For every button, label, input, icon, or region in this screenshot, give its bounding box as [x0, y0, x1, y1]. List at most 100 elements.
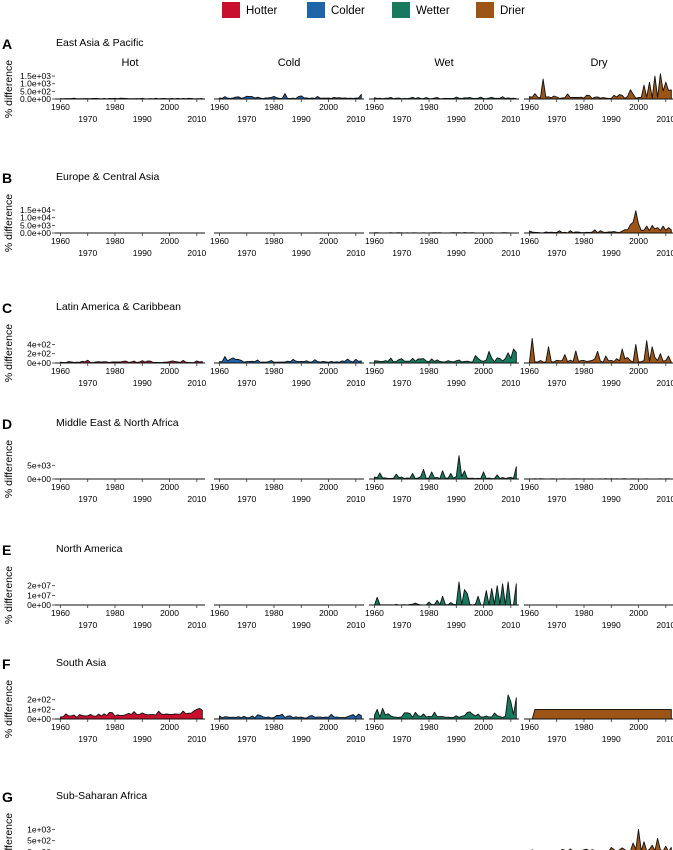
facet-hot: 1960 1980 2000 1970 1990 2010 — [51, 707, 207, 744]
y-tick-label: 1e+03 — [27, 824, 51, 834]
facet-dry: 1960 1980 2000 1970 1990 2010 — [520, 604, 673, 630]
panel-c: C Latin America & Caribbean % difference 0e… — [2, 300, 673, 388]
y-tick-label: 0e+00 — [27, 847, 51, 850]
x-tick-label: 1960 — [210, 722, 229, 732]
facet-cold: Cold 1960 1980 2000 1970 1990 2010 — [210, 57, 366, 124]
x-tick-label: 1970 — [78, 734, 97, 744]
x-tick-label: 1960 — [210, 482, 229, 492]
x-tick-label: 1970 — [547, 494, 566, 504]
y-tick-label: 1.0e+04 — [20, 213, 51, 223]
x-tick-label: 1980 — [575, 236, 594, 246]
x-tick-label: 1980 — [420, 236, 439, 246]
x-tick-label: 1960 — [520, 482, 539, 492]
x-tick-label: 1960 — [520, 366, 539, 376]
x-tick-label: 1970 — [547, 378, 566, 388]
x-tick-label: 2000 — [629, 366, 648, 376]
x-tick-label: 1980 — [265, 366, 284, 376]
x-tick-label: 1990 — [602, 494, 621, 504]
x-tick-label: 2010 — [501, 494, 520, 504]
region-title: North America — [56, 543, 123, 555]
x-tick-label: 1970 — [237, 620, 256, 630]
area-series-dry — [529, 73, 672, 100]
x-tick-label: 2010 — [656, 734, 673, 744]
x-tick-label: 1960 — [520, 102, 539, 112]
x-tick-label: 2000 — [629, 236, 648, 246]
x-tick-label: 1990 — [133, 494, 152, 504]
x-tick-label: 1960 — [51, 102, 70, 112]
area-series-cold — [219, 713, 362, 720]
x-tick-label: 2000 — [629, 608, 648, 618]
facet-wet: 1960 1980 2000 1970 1990 2010 — [365, 348, 521, 388]
x-axis: 1960 1980 2000 1970 1990 2010 — [365, 232, 521, 258]
x-tick-label: 1970 — [392, 734, 411, 744]
x-tick-label: 1970 — [237, 114, 256, 124]
x-tick-label: 1970 — [78, 378, 97, 388]
x-tick-label: 2010 — [187, 620, 206, 630]
x-tick-label: 2010 — [501, 378, 520, 388]
x-tick-label: 2010 — [656, 620, 673, 630]
facet-wet: Wet 1960 1980 2000 1970 1990 2010 — [365, 57, 521, 124]
y-axis-label: % difference — [3, 566, 15, 624]
x-tick-label: 2000 — [160, 608, 179, 618]
area-series-wet — [374, 694, 517, 720]
x-tick-label: 1970 — [237, 378, 256, 388]
panel-b: B Europe & Central Asia % difference 0.0e+0… — [2, 170, 673, 258]
x-tick-label: 1970 — [237, 734, 256, 744]
facet-wet: 1960 1980 2000 1970 1990 2010 — [365, 581, 521, 630]
x-tick-label: 2000 — [319, 366, 338, 376]
x-axis: 1960 1980 2000 1970 1990 2010 — [365, 362, 521, 388]
x-tick-label: 1960 — [210, 236, 229, 246]
x-tick-label: 1970 — [78, 620, 97, 630]
x-tick-label: 2000 — [474, 366, 493, 376]
x-tick-label: 1960 — [365, 236, 384, 246]
x-axis: 1960 1980 2000 1970 1990 2010 — [51, 604, 207, 630]
y-tick-label: 1e+07 — [27, 590, 51, 600]
area-series-wet — [374, 455, 517, 480]
y-tick-label: 2e+07 — [27, 581, 51, 591]
x-tick-label: 1960 — [51, 722, 70, 732]
x-tick-label: 1980 — [106, 236, 125, 246]
region-title: Latin America & Caribbean — [56, 301, 181, 313]
panel-e: E North America % difference 0e+001e+072e+0… — [2, 542, 673, 630]
x-tick-label: 2010 — [346, 378, 365, 388]
y-tick-label: 5.0e+03 — [20, 220, 51, 230]
x-tick-label: 2000 — [319, 482, 338, 492]
facet-dry: 1960 1980 2000 1970 1990 2010 — [520, 478, 673, 504]
y-axis: 0e+00 5e+03 — [27, 460, 55, 484]
x-tick-label: 2010 — [501, 734, 520, 744]
legend-swatch-wetter — [392, 2, 410, 18]
panel-a: A East Asia & Pacific % difference 0.0e+005… — [2, 36, 673, 124]
x-tick-label: 2010 — [501, 620, 520, 630]
x-axis: 1960 1980 2000 1970 1990 2010 — [51, 98, 207, 124]
y-tick-label: 1.0e+03 — [20, 79, 51, 89]
y-tick-label: 0.0e+00 — [20, 228, 51, 238]
x-tick-label: 1970 — [547, 114, 566, 124]
x-tick-label: 2000 — [319, 608, 338, 618]
x-tick-label: 1970 — [547, 734, 566, 744]
x-axis: 1960 1980 2000 1970 1990 2010 — [520, 604, 673, 630]
x-tick-label: 2010 — [656, 248, 673, 258]
x-tick-label: 2000 — [160, 102, 179, 112]
y-axis: 0.0e+005.0e+031.0e+041.5e+04 — [20, 205, 55, 238]
x-tick-label: 1980 — [575, 102, 594, 112]
legend-swatch-hotter — [222, 2, 240, 18]
area-series-cold — [219, 93, 362, 100]
x-tick-label: 1980 — [575, 482, 594, 492]
x-axis: 1960 1980 2000 1970 1990 2010 — [210, 362, 366, 388]
x-axis: 1960 1980 2000 1970 1990 2010 — [210, 232, 366, 258]
region-title: Europe & Central Asia — [56, 171, 159, 183]
x-axis: 1960 1980 2000 1970 1990 2010 — [520, 232, 673, 258]
x-tick-label: 1970 — [392, 378, 411, 388]
x-tick-label: 1960 — [210, 608, 229, 618]
area-series-dry — [529, 210, 672, 234]
legend-item-hotter: Hotter — [222, 2, 277, 18]
x-axis: 1960 1980 2000 1970 1990 2010 — [520, 98, 673, 124]
x-tick-label: 1960 — [51, 236, 70, 246]
legend-item-drier: Drier — [476, 2, 525, 18]
x-tick-label: 2000 — [474, 482, 493, 492]
y-axis-label: % difference — [3, 440, 15, 498]
x-tick-label: 2010 — [187, 378, 206, 388]
facet-dry: 1960 1980 2000 1970 1990 2010 — [520, 337, 673, 388]
